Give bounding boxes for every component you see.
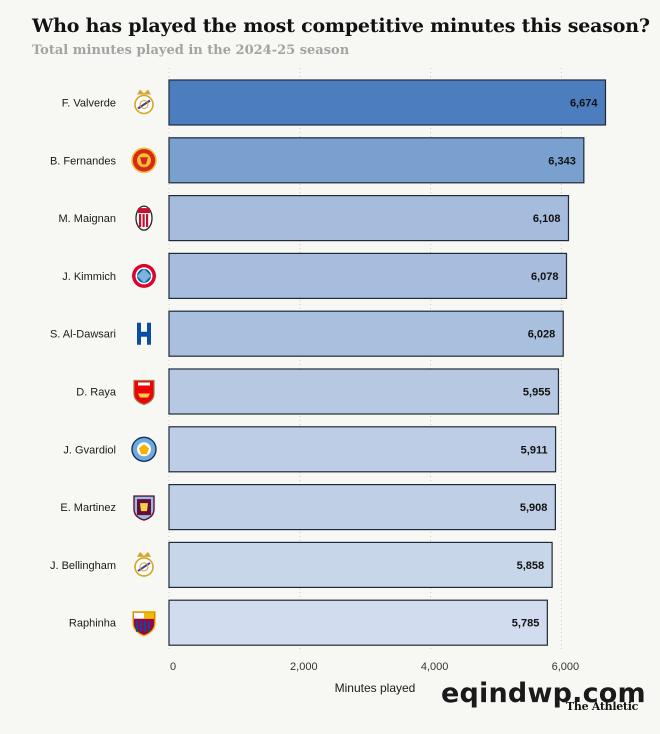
bar xyxy=(168,599,548,646)
bar xyxy=(168,137,585,184)
bar xyxy=(168,252,568,299)
bar-value-label: 6,343 xyxy=(548,155,576,167)
bar-value-label: 6,028 xyxy=(528,329,556,341)
bar-value-label: 5,955 xyxy=(523,387,551,399)
category-label: B. Fernandes xyxy=(50,155,117,167)
category-label: E. Martinez xyxy=(60,502,116,514)
x-tick-label: 6,000 xyxy=(552,661,580,673)
ac-milan-crest-icon xyxy=(135,205,153,231)
x-tick-label: 4,000 xyxy=(421,661,449,673)
category-label: F. Valverde xyxy=(62,98,116,110)
bar xyxy=(168,310,564,357)
category-label: J. Kimmich xyxy=(62,271,116,283)
category-label: D. Raya xyxy=(76,387,117,399)
bar-value-label: 6,078 xyxy=(531,271,559,283)
bayern-munich-crest-icon xyxy=(132,263,156,288)
bar xyxy=(168,426,557,473)
real-madrid-crest-icon xyxy=(134,89,154,115)
al-hilal-crest-icon xyxy=(137,322,151,345)
category-label: S. Al-Dawsari xyxy=(50,329,116,341)
bar xyxy=(168,484,556,531)
manchester-united-crest-icon xyxy=(131,147,157,174)
watermark-text: eqindwp.com xyxy=(441,678,646,709)
category-label: M. Maignan xyxy=(59,213,116,225)
x-tick-label: 2,000 xyxy=(290,661,318,673)
bar-value-label: 5,908 xyxy=(520,502,548,514)
aston-villa-crest-icon xyxy=(133,495,155,521)
category-label: J. Bellingham xyxy=(50,560,116,572)
bar xyxy=(168,368,560,415)
bar xyxy=(168,79,607,126)
chart-title: Who has played the most competitive minu… xyxy=(32,15,650,37)
bar-value-label: 5,858 xyxy=(517,560,545,572)
bar-value-label: 5,911 xyxy=(521,444,548,456)
real-madrid-crest-icon xyxy=(134,551,154,577)
bar-value-label: 6,674 xyxy=(570,98,598,110)
arsenal-crest-icon xyxy=(133,379,155,406)
x-tick-label: 0 xyxy=(170,661,176,673)
bar-value-label: 6,108 xyxy=(533,213,561,225)
bar xyxy=(168,195,570,242)
barcelona-crest-icon xyxy=(132,611,156,637)
category-label: Raphinha xyxy=(69,618,117,630)
category-label: J. Gvardiol xyxy=(63,444,116,456)
manchester-city-crest-icon xyxy=(131,436,157,462)
bar-value-label: 5,785 xyxy=(512,618,540,630)
chart-subtitle: Total minutes played in the 2024-25 seas… xyxy=(32,43,350,58)
brand-logo: The Athletic xyxy=(566,700,638,713)
x-axis-label: Minutes played xyxy=(335,681,416,695)
bar xyxy=(168,541,553,589)
